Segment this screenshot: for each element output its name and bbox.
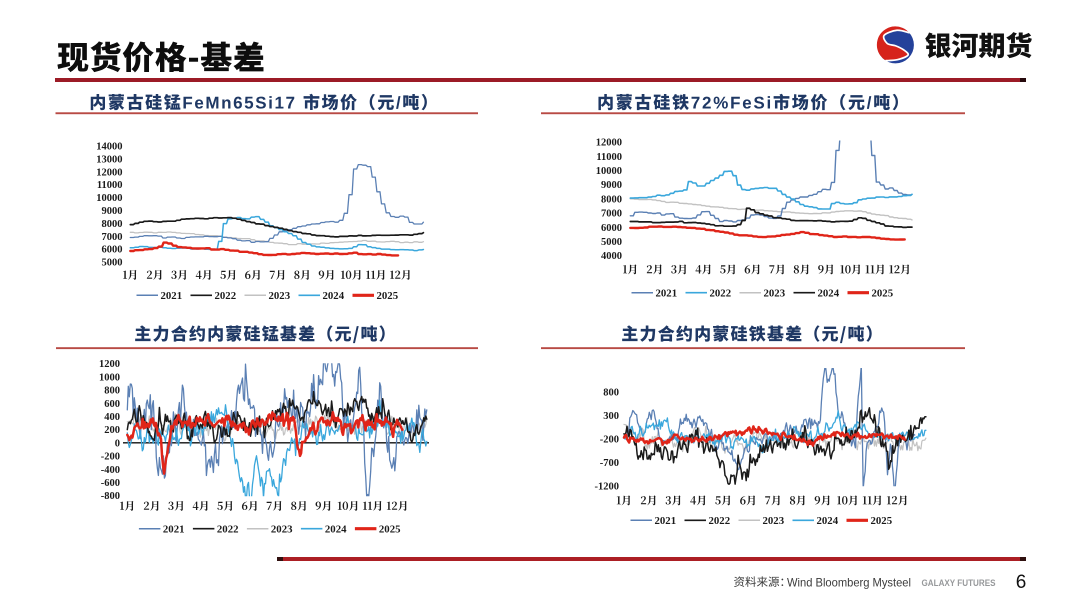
svg-text:1000: 1000 [99,372,120,383]
svg-text:11000: 11000 [596,152,622,163]
svg-text:6: 6 [1016,572,1027,593]
svg-text:-200: -200 [600,434,619,445]
svg-text:0: 0 [115,438,120,449]
svg-text:300: 300 [603,411,619,422]
svg-text:9000: 9000 [601,180,622,191]
svg-text:2021: 2021 [656,287,678,299]
svg-text:-600: -600 [101,478,120,489]
svg-text:2021: 2021 [655,515,677,527]
svg-text:2024: 2024 [325,523,347,535]
svg-text:10000: 10000 [596,166,622,177]
svg-text:2022: 2022 [709,515,731,527]
svg-text:GALAXY FUTURES: GALAXY FUTURES [922,578,996,589]
svg-text:9000: 9000 [102,206,123,217]
svg-text:-700: -700 [600,458,619,469]
svg-text:2022: 2022 [215,290,237,302]
svg-text:2022: 2022 [710,287,732,299]
svg-text:7000: 7000 [102,232,123,243]
svg-text:6000: 6000 [102,245,123,256]
svg-text:800: 800 [104,386,120,397]
svg-text:200: 200 [104,425,120,436]
svg-text:800: 800 [603,387,619,398]
svg-text:2024: 2024 [817,515,839,527]
svg-text:2025: 2025 [871,515,893,527]
svg-text:-800: -800 [101,491,120,502]
svg-text:14000: 14000 [96,142,122,153]
svg-text:-200: -200 [101,452,120,463]
svg-text:2024: 2024 [323,290,345,302]
svg-text:2023: 2023 [764,287,786,299]
svg-text:2025: 2025 [377,290,399,302]
svg-text:5000: 5000 [601,237,622,248]
svg-text:2023: 2023 [269,290,291,302]
svg-text:2021: 2021 [161,290,183,302]
svg-text:400: 400 [104,412,120,423]
svg-text:Wind Bloomberg Mysteel: Wind Bloomberg Mysteel [787,576,911,590]
svg-text:4000: 4000 [601,251,622,262]
svg-text:6000: 6000 [601,223,622,234]
svg-text:12000: 12000 [596,138,622,149]
svg-text:1200: 1200 [99,359,120,370]
svg-text:12000: 12000 [96,167,122,178]
svg-text:2021: 2021 [163,523,185,535]
svg-text:2024: 2024 [818,287,840,299]
svg-text:11000: 11000 [97,180,123,191]
svg-text:7000: 7000 [601,209,622,220]
svg-text:8000: 8000 [102,219,123,230]
svg-text:-1200: -1200 [595,481,620,492]
svg-text:10000: 10000 [96,193,122,204]
svg-text:2023: 2023 [763,515,785,527]
svg-text:2025: 2025 [379,523,401,535]
svg-text:600: 600 [104,399,120,410]
svg-text:-400: -400 [101,465,120,476]
svg-text:8000: 8000 [601,194,622,205]
svg-text:5000: 5000 [102,258,123,269]
svg-text:2022: 2022 [217,523,239,535]
svg-text:13000: 13000 [96,154,122,165]
svg-text:2025: 2025 [872,287,894,299]
svg-text:2023: 2023 [271,523,293,535]
